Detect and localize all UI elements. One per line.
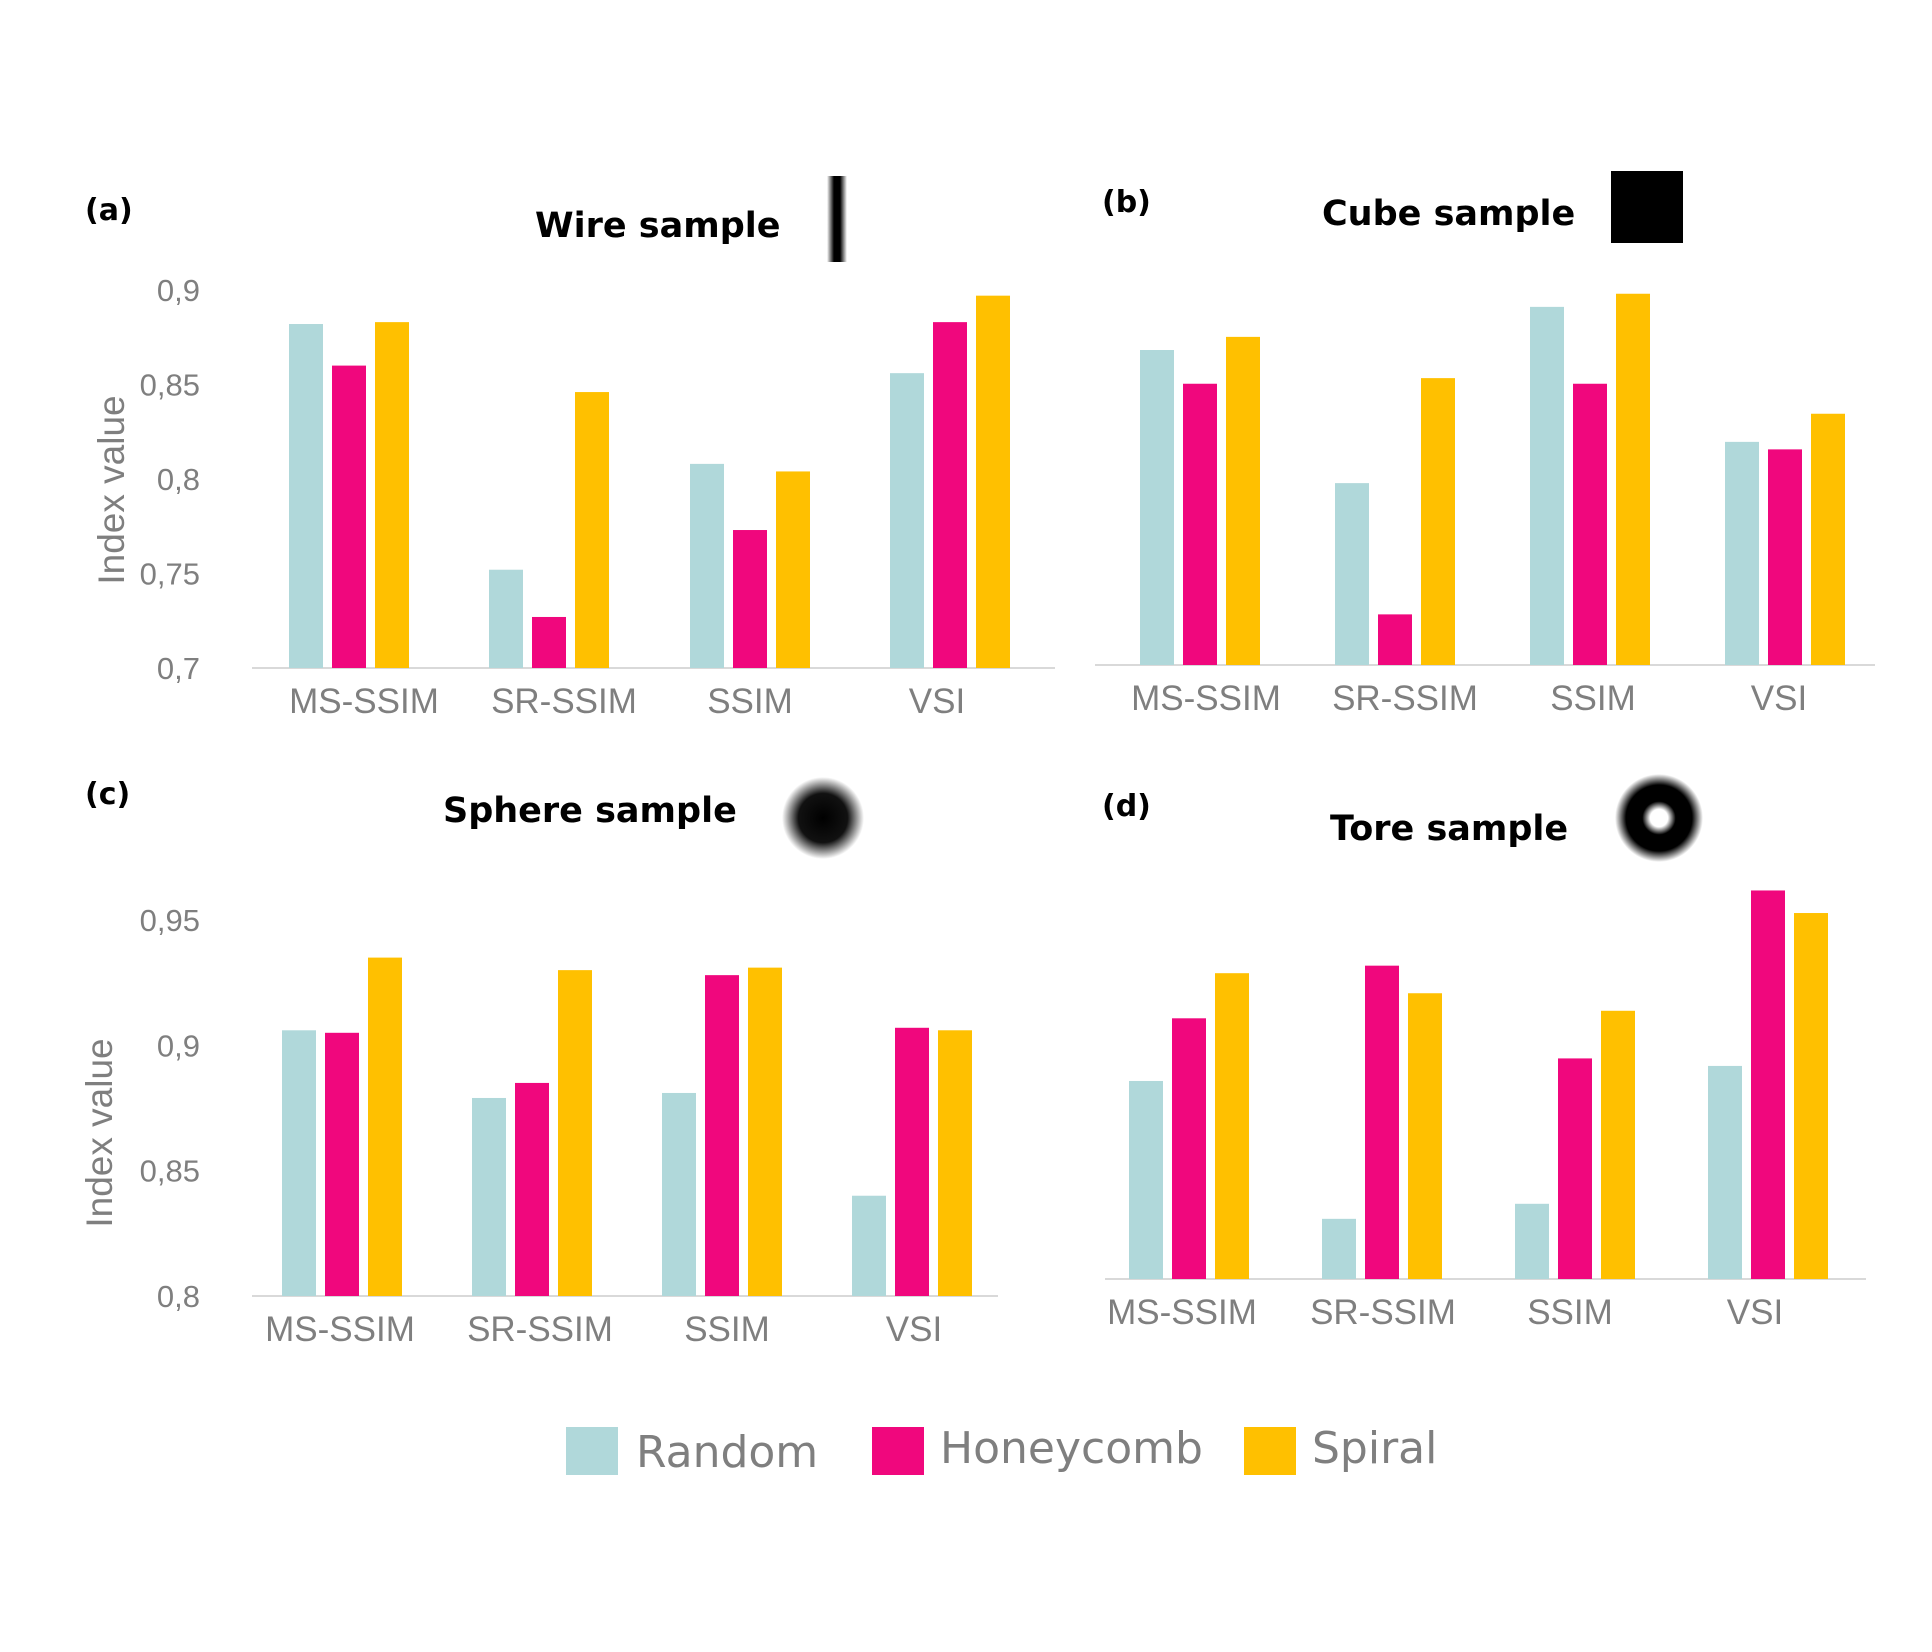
x-tick-label: SSIM: [684, 1310, 770, 1349]
bar-random-vsi: [1708, 1065, 1742, 1279]
bar-random-vsi: [1725, 441, 1759, 665]
bar-random-ms-ssim: [282, 1030, 316, 1296]
x-tick-label: SR-SSIM: [491, 682, 637, 721]
bar-random-vsi: [852, 1195, 886, 1296]
bar-honeycomb-vsi: [895, 1027, 929, 1296]
legend-label-honeycomb: Honeycomb: [940, 1423, 1203, 1474]
y-axis-label: Index value: [79, 1038, 120, 1227]
x-tick-label: MS-SSIM: [1107, 1293, 1257, 1332]
y-tick-label: 0,9: [157, 1028, 200, 1063]
legend-swatch-honeycomb: [872, 1427, 924, 1475]
panel-letter: (a): [85, 193, 133, 228]
bar-honeycomb-ms-ssim: [325, 1032, 359, 1296]
bar-random-sr-ssim: [472, 1097, 506, 1296]
panel-letter: (d): [1102, 789, 1151, 824]
legend-label-random: Random: [636, 1427, 818, 1478]
bar-honeycomb-ssim: [1573, 383, 1607, 665]
x-tick-label: SR-SSIM: [1332, 679, 1478, 718]
panel-title: Sphere sample: [443, 791, 737, 831]
x-tick-label: VSI: [1727, 1293, 1783, 1332]
bar-honeycomb-vsi: [933, 322, 967, 668]
bar-spiral-vsi: [938, 1030, 972, 1296]
bar-spiral-ms-ssim: [1215, 973, 1249, 1279]
bar-spiral-ssim: [776, 471, 810, 668]
panel-title: Wire sample: [535, 206, 781, 246]
panel-letter: (b): [1102, 185, 1151, 220]
bar-random-ms-ssim: [1140, 350, 1174, 665]
y-axis-label: Index value: [91, 395, 132, 584]
x-tick-label: SR-SSIM: [1310, 1293, 1456, 1332]
bar-random-sr-ssim: [489, 569, 523, 668]
y-tick-label: 0,9: [157, 273, 200, 308]
bar-spiral-sr-ssim: [1421, 378, 1455, 665]
bar-random-ssim: [690, 463, 724, 668]
bar-honeycomb-ms-ssim: [1172, 1018, 1206, 1279]
x-tick-label: SSIM: [1527, 1293, 1613, 1332]
x-tick-label: VSI: [886, 1310, 942, 1349]
y-tick-label: 0,75: [140, 557, 200, 592]
bar-spiral-ms-ssim: [368, 957, 402, 1296]
bar-honeycomb-vsi: [1751, 890, 1785, 1279]
legend-swatch-random: [566, 1427, 618, 1475]
bar-random-sr-ssim: [1335, 483, 1369, 665]
bar-honeycomb-ssim: [1558, 1058, 1592, 1279]
y-tick-label: 0,8: [157, 462, 200, 497]
y-tick-label: 0,85: [140, 1154, 200, 1189]
bar-honeycomb-ms-ssim: [332, 365, 366, 668]
y-tick-label: 0,85: [140, 368, 200, 403]
panel-letter: (c): [85, 777, 130, 812]
x-tick-label: SSIM: [1550, 679, 1636, 718]
x-tick-label: MS-SSIM: [265, 1310, 415, 1349]
bar-spiral-sr-ssim: [558, 970, 592, 1296]
bar-random-ssim: [662, 1092, 696, 1296]
bar-spiral-vsi: [1794, 913, 1828, 1279]
bar-random-ms-ssim: [1129, 1080, 1163, 1279]
bar-spiral-ssim: [748, 967, 782, 1296]
bar-spiral-ssim: [1601, 1010, 1635, 1279]
bar-spiral-vsi: [976, 295, 1010, 668]
panel-title: Cube sample: [1322, 194, 1575, 234]
bar-spiral-ms-ssim: [1226, 336, 1260, 665]
bar-spiral-ms-ssim: [375, 322, 409, 668]
bar-honeycomb-sr-ssim: [1365, 965, 1399, 1279]
x-tick-label: SR-SSIM: [467, 1310, 613, 1349]
legend-label-spiral: Spiral: [1312, 1423, 1437, 1474]
bar-spiral-sr-ssim: [1408, 993, 1442, 1279]
x-tick-label: VSI: [1751, 679, 1807, 718]
x-tick-label: MS-SSIM: [1131, 679, 1281, 718]
bar-random-ssim: [1515, 1203, 1549, 1279]
y-tick-label: 0,8: [157, 1279, 200, 1314]
bar-random-sr-ssim: [1322, 1218, 1356, 1279]
cube-sample-icon: [1611, 171, 1683, 243]
bar-honeycomb-sr-ssim: [1378, 614, 1412, 665]
tore-sample-icon: [1615, 774, 1703, 862]
x-tick-label: VSI: [909, 682, 965, 721]
bar-honeycomb-ms-ssim: [1183, 383, 1217, 665]
bar-spiral-vsi: [1811, 413, 1845, 665]
bar-random-ms-ssim: [289, 324, 323, 668]
bar-random-vsi: [890, 373, 924, 668]
x-tick-label: MS-SSIM: [289, 682, 439, 721]
bar-honeycomb-vsi: [1768, 449, 1802, 665]
panel-cube: (b) Cube sample MS-SSIM SR-SSIM SSIM VSI: [1095, 171, 1875, 718]
panel-sphere: (c) Sphere sample Index value 0,8 0,85 0,9…: [79, 777, 998, 1349]
panel-wire: (a) Wire sample Index value 0,7 0,75 0,8 0,…: [85, 176, 1055, 721]
y-tick-label: 0,7: [157, 651, 200, 686]
bar-honeycomb-sr-ssim: [515, 1082, 549, 1296]
panel-tore: (d) Tore sample MS-SSIM SR-SSIM SSIM VSI: [1102, 774, 1866, 1332]
bar-honeycomb-ssim: [705, 975, 739, 1296]
legend: Random Honeycomb Spiral: [566, 1423, 1437, 1478]
bar-honeycomb-ssim: [733, 530, 767, 668]
bar-spiral-sr-ssim: [575, 392, 609, 668]
bar-honeycomb-sr-ssim: [532, 616, 566, 668]
sphere-sample-icon: [782, 777, 864, 859]
x-tick-label: SSIM: [707, 682, 793, 721]
wire-sample-icon: [827, 176, 847, 262]
bar-random-ssim: [1530, 306, 1564, 665]
bar-spiral-ssim: [1616, 293, 1650, 665]
legend-swatch-spiral: [1244, 1427, 1296, 1475]
y-tick-label: 0,95: [140, 903, 200, 938]
panel-title: Tore sample: [1330, 809, 1568, 849]
